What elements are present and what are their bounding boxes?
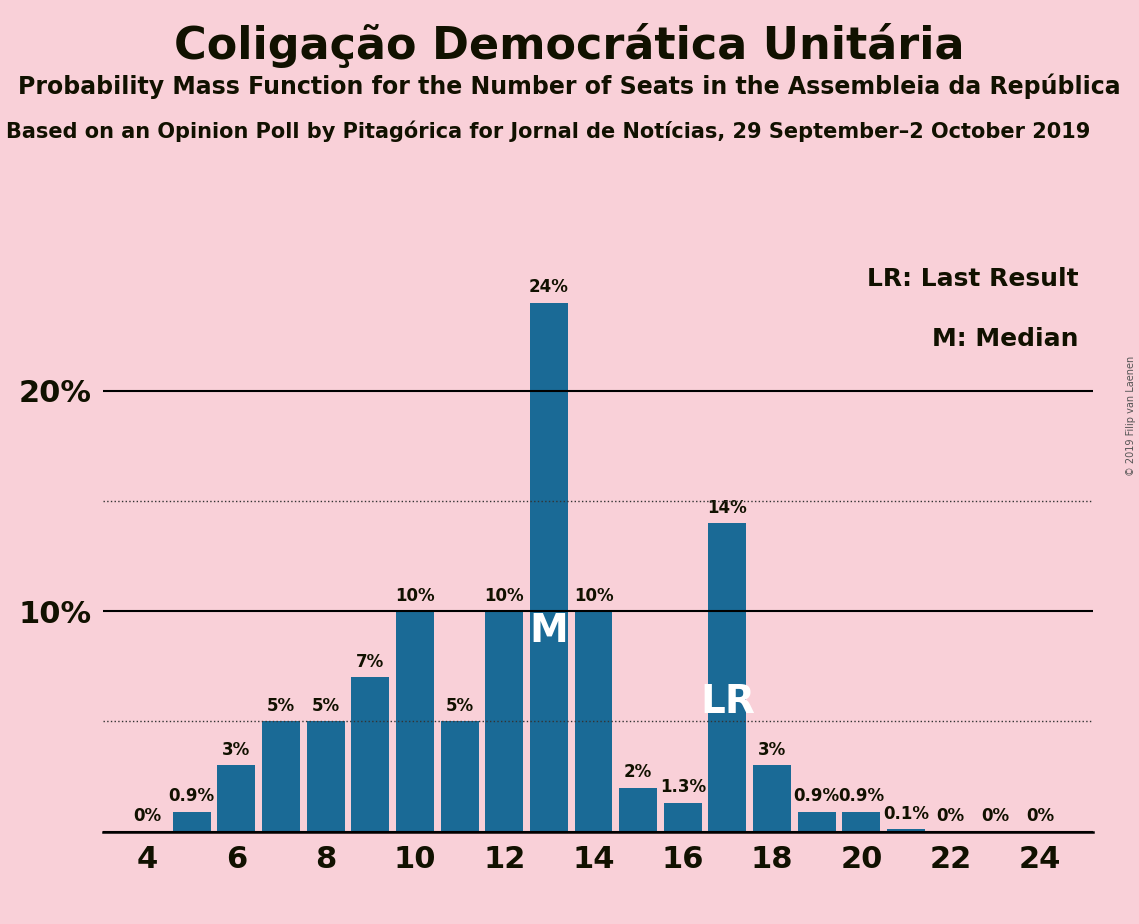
Text: 0%: 0% [981,807,1009,825]
Text: LR: Last Result: LR: Last Result [867,267,1079,291]
Text: 3%: 3% [222,741,251,759]
Bar [485,612,523,832]
Text: 3%: 3% [757,741,786,759]
Bar [351,677,390,832]
Text: 0%: 0% [1026,807,1054,825]
Text: 5%: 5% [312,697,339,715]
Bar [843,812,880,832]
Text: LR: LR [700,683,755,721]
Bar [173,812,211,832]
Text: 24%: 24% [528,278,568,297]
Bar [797,812,836,832]
Bar [306,722,345,832]
Text: 1.3%: 1.3% [659,778,706,796]
Text: 0.1%: 0.1% [883,805,929,822]
Text: 10%: 10% [574,587,613,604]
Bar [396,612,434,832]
Bar [887,830,925,832]
Bar [574,612,613,832]
Bar [441,722,478,832]
Text: © 2019 Filip van Laenen: © 2019 Filip van Laenen [1126,356,1136,476]
Text: 0.9%: 0.9% [838,787,884,805]
Bar [664,803,702,832]
Text: 10%: 10% [484,587,524,604]
Text: M: M [530,612,568,650]
Bar [708,523,746,832]
Text: 5%: 5% [445,697,474,715]
Text: 7%: 7% [357,652,385,671]
Text: Based on an Opinion Poll by Pitagórica for Jornal de Notícias, 29 September–2 Oc: Based on an Opinion Poll by Pitagórica f… [6,120,1090,141]
Text: 5%: 5% [267,697,295,715]
Bar [218,765,255,832]
Text: Probability Mass Function for the Number of Seats in the Assembleia da República: Probability Mass Function for the Number… [18,74,1121,100]
Text: 2%: 2% [624,763,653,781]
Text: 0%: 0% [133,807,162,825]
Bar [753,765,790,832]
Text: 0.9%: 0.9% [794,787,839,805]
Text: 0.9%: 0.9% [169,787,215,805]
Text: M: Median: M: Median [932,327,1079,351]
Bar [620,787,657,832]
Bar [262,722,300,832]
Text: Coligação Democrática Unitária: Coligação Democrática Unitária [174,23,965,68]
Text: 0%: 0% [936,807,965,825]
Text: 14%: 14% [707,499,747,517]
Text: 10%: 10% [395,587,435,604]
Bar [530,303,568,832]
